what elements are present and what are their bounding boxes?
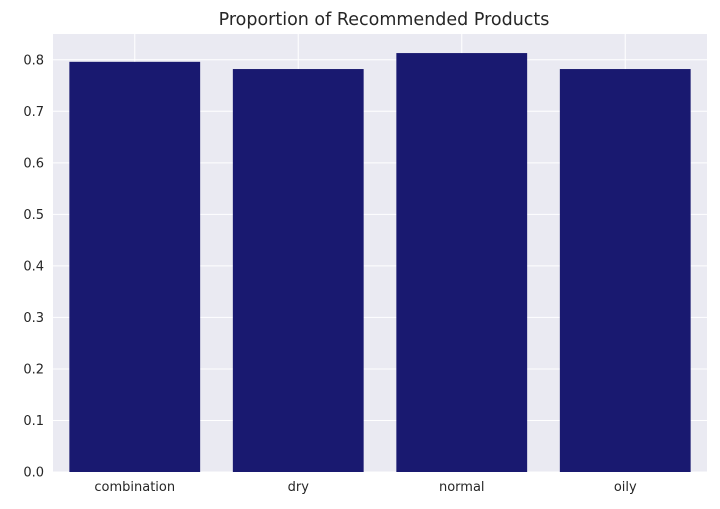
y-tick-label: 0.4 [23, 259, 44, 274]
y-tick-label: 0.2 [23, 362, 44, 377]
y-axis-ticks: 0.0 0.1 0.2 0.3 0.4 0.5 0.6 0.7 0.8 [23, 53, 44, 480]
y-tick-label: 0.0 [23, 466, 44, 481]
x-tick-label-dry: dry [288, 480, 310, 495]
bar-oily [559, 69, 691, 472]
y-tick-label: 0.5 [23, 208, 44, 223]
x-tick-label-oily: oily [614, 480, 637, 495]
bars [69, 53, 691, 473]
bar-dry [232, 69, 364, 472]
y-tick-label: 0.1 [23, 414, 44, 429]
chart-title: Proportion of Recommended Products [219, 10, 550, 30]
bar-normal [396, 53, 528, 472]
y-tick-label: 0.6 [23, 156, 44, 171]
y-tick-label: 0.7 [23, 105, 44, 120]
x-axis-ticks: combination dry normal oily [94, 480, 637, 495]
x-tick-label-combination: combination [94, 480, 175, 495]
bar-combination [69, 61, 201, 473]
y-tick-label: 0.8 [23, 53, 44, 68]
y-tick-label: 0.3 [23, 311, 44, 326]
x-tick-label-normal: normal [439, 480, 485, 495]
